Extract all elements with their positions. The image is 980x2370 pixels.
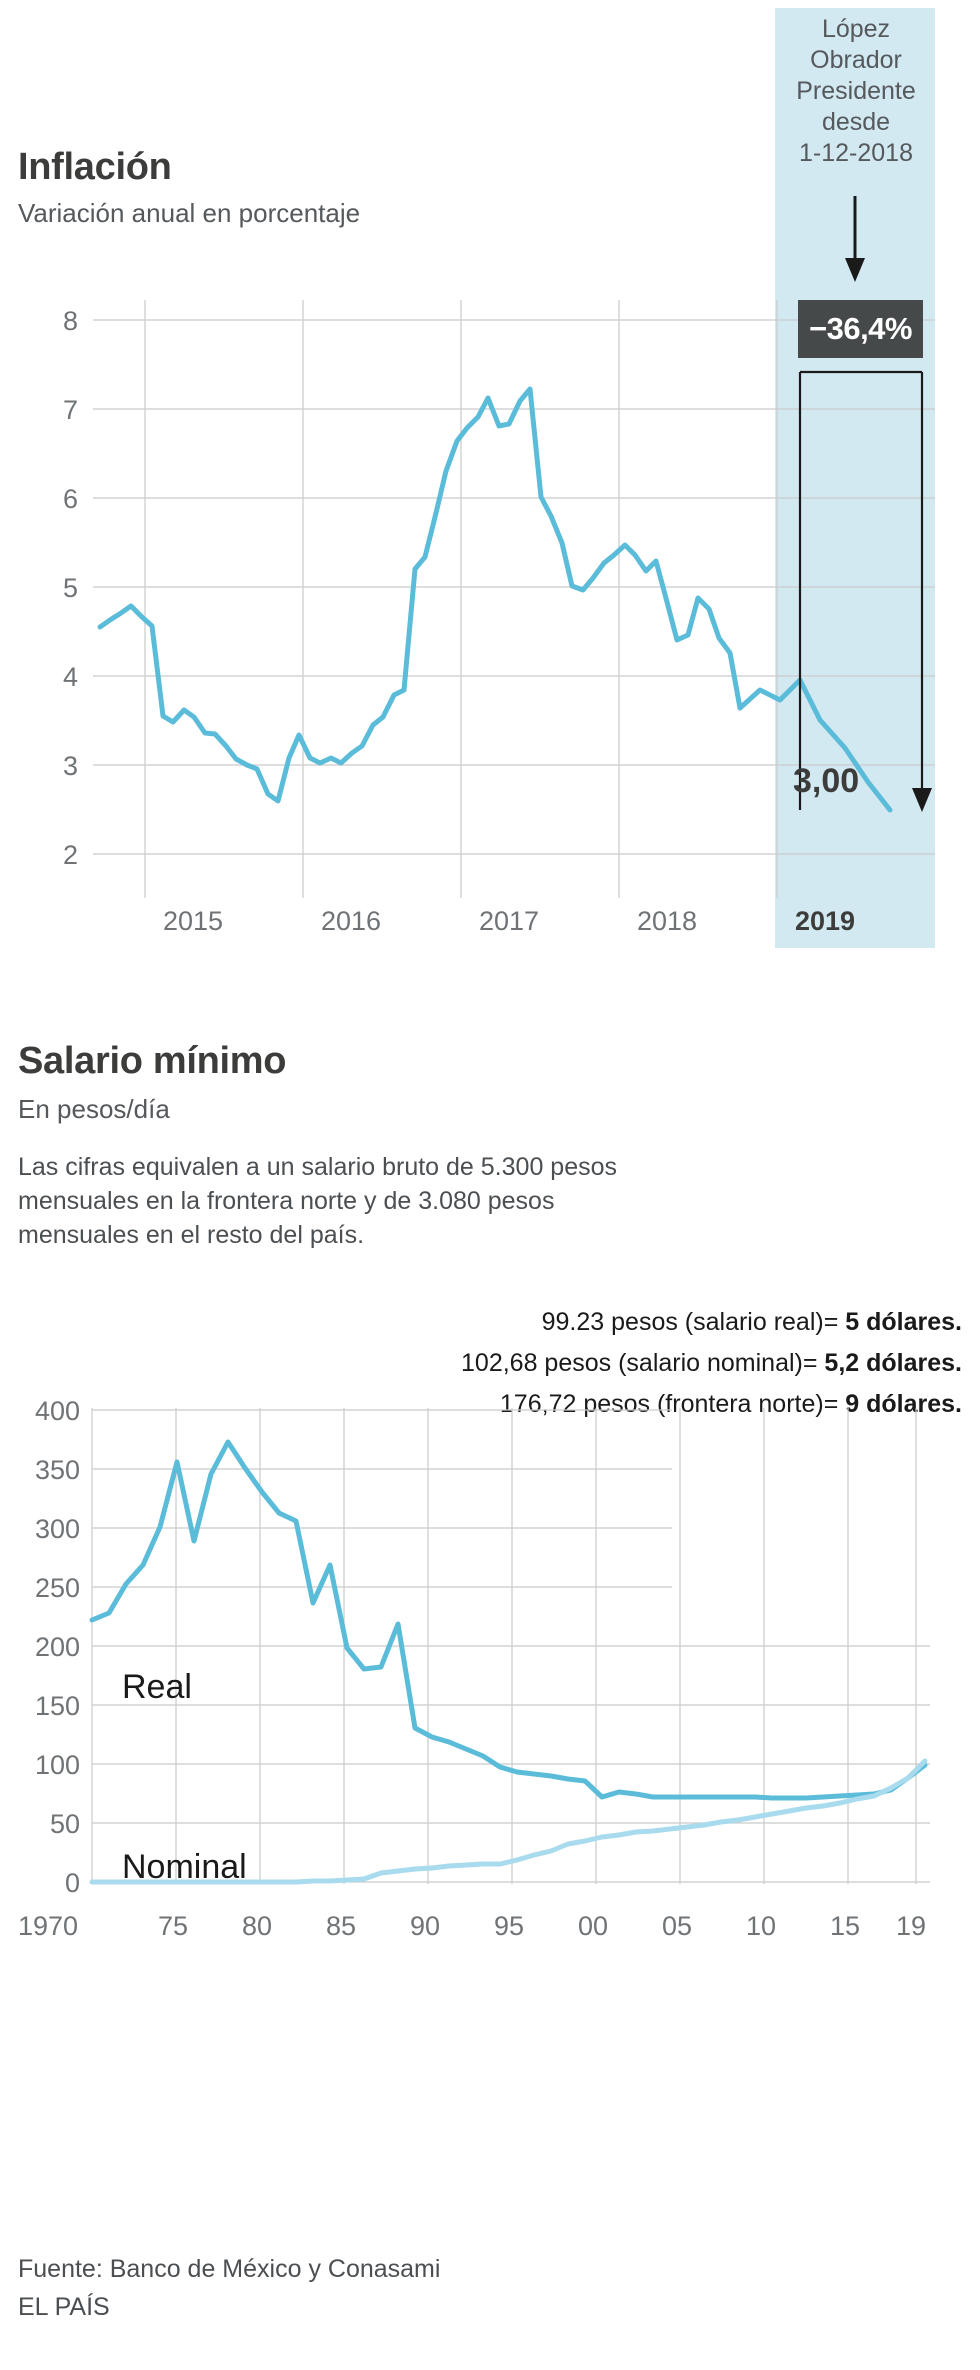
conversion-frontera-line: 176,72 pesos (frontera norte)= 9 dólares… (18, 1384, 962, 1425)
y-axis-labels: 8 7 6 5 4 3 2 (63, 306, 78, 870)
wage-plot: 400 350 300 250 200 150 100 50 0 1970 75… (18, 1396, 930, 1941)
annotation-line-4: desde (821, 108, 891, 136)
conversion-frontera-bold: 9 dólares. (845, 1390, 962, 1418)
x-tick-2019: 2019 (795, 906, 855, 936)
wage-y-tick-250: 250 (35, 1573, 80, 1603)
inflation-plot: 8 7 6 5 4 3 2 2015 2016 2017 2018 2019 (63, 300, 935, 936)
conversion-real-bold: 5 dólares. (845, 1308, 962, 1336)
wage-x-tick-15: 15 (830, 1911, 860, 1941)
bracket-arrowhead (912, 788, 932, 812)
change-bracket (798, 370, 924, 810)
annotation-line-1: López (821, 15, 891, 43)
conversion-nominal-plain: 102,68 pesos (salario nominal)= (461, 1349, 825, 1377)
wage-y-tick-0: 0 (65, 1868, 80, 1898)
wage-y-tick-300: 300 (35, 1514, 80, 1544)
wage-x-tick-00: 00 (578, 1911, 608, 1941)
annotation-line-5: 1-12-2018 (799, 139, 913, 167)
y-tick-5: 5 (63, 573, 78, 603)
wage-series-real (89, 1439, 928, 1801)
conversion-real-line: 99.23 pesos (salario real)= 5 dólares. (18, 1302, 962, 1343)
x-tick-2016: 2016 (321, 906, 381, 936)
inflation-title: Inflación (18, 146, 172, 188)
wage-series-nominal (89, 1758, 928, 1885)
conversion-real-plain: 99.23 pesos (salario real)= (541, 1308, 846, 1336)
wage-x-tick-10: 10 (746, 1911, 776, 1941)
wage-y-tick-150: 150 (35, 1691, 80, 1721)
wage-x-axis-labels: 1970 75 80 85 90 95 00 05 10 15 19 (18, 1911, 926, 1941)
lopez-obrador-highlight-band (775, 8, 935, 948)
inflation-series-line-2019 (737, 677, 893, 813)
y-tick-8: 8 (63, 306, 78, 336)
wage-y-axis-labels: 400 350 300 250 200 150 100 50 0 (35, 1396, 80, 1898)
y-tick-7: 7 (63, 395, 78, 425)
footer-block: Fuente: Banco de México y Conasami EL PA… (18, 2250, 440, 2326)
wage-x-tick-05: 05 (662, 1911, 692, 1941)
wage-y-tick-350: 350 (35, 1455, 80, 1485)
x-tick-2015: 2015 (163, 906, 223, 936)
inflation-last-value: 3,00 (793, 762, 860, 800)
conversion-frontera-plain: 176,72 pesos (frontera norte)= (499, 1390, 846, 1418)
y-tick-3: 3 (63, 751, 78, 781)
wage-y-tick-200: 200 (35, 1632, 80, 1662)
inflation-change-value: −36,4% (808, 311, 913, 346)
wage-description: Las cifras equivalen a un salario bruto … (18, 1153, 617, 1249)
wage-series-label-real: Real (122, 1668, 192, 1706)
y-tick-4: 4 (63, 662, 78, 692)
wage-subtitle: En pesos/día (18, 1094, 170, 1124)
inflation-chart-section: López Obrador Presidente desde 1-12-2018… (0, 0, 980, 960)
gridlines-vertical (144, 300, 778, 898)
wage-x-tick-75: 75 (158, 1911, 188, 1941)
inflation-change-badge: −36,4% (798, 300, 923, 358)
y-tick-6: 6 (63, 484, 78, 514)
wage-gridlines-horizontal (92, 1409, 930, 1883)
wage-title: Salario mínimo (18, 1040, 287, 1082)
x-tick-2018: 2018 (637, 906, 697, 936)
gridlines-horizontal (93, 319, 935, 855)
conversion-nominal-line: 102,68 pesos (salario nominal)= 5,2 dóla… (18, 1343, 962, 1384)
down-arrow-icon (845, 196, 865, 282)
annotation-line-2: Obrador (810, 46, 902, 74)
wage-x-tick-95: 95 (494, 1911, 524, 1941)
y-tick-2: 2 (63, 840, 78, 870)
wage-conversion-annotations: 99.23 pesos (salario real)= 5 dólares. 1… (18, 1302, 962, 1425)
wage-x-tick-19: 19 (896, 1911, 926, 1941)
wage-x-tick-80: 80 (242, 1911, 272, 1941)
x-axis-labels: 2015 2016 2017 2018 2019 (163, 906, 855, 936)
wage-y-tick-50: 50 (50, 1809, 80, 1839)
wage-x-tick-90: 90 (410, 1911, 440, 1941)
inflation-series-line (97, 386, 743, 804)
lopez-obrador-annotation: López Obrador Presidente desde 1-12-2018 (770, 14, 942, 169)
inflation-subtitle: Variación anual en porcentaje (18, 198, 361, 228)
annotation-line-3: Presidente (796, 77, 916, 105)
conversion-nominal-bold: 5,2 dólares. (824, 1349, 962, 1377)
source-line: Fuente: Banco de México y Conasami (18, 2255, 441, 2283)
wage-x-tick-1970: 1970 (18, 1911, 78, 1941)
wage-y-tick-400: 400 (35, 1396, 80, 1426)
x-tick-2017: 2017 (479, 906, 539, 936)
brand-line: EL PAÍS (18, 2293, 110, 2321)
minimum-wage-chart-section: Salario mínimo En pesos/día Las cifras e… (0, 1010, 980, 2370)
wage-x-tick-85: 85 (326, 1911, 356, 1941)
wage-series-label-nominal: Nominal (122, 1848, 247, 1886)
wage-y-tick-100: 100 (35, 1750, 80, 1780)
